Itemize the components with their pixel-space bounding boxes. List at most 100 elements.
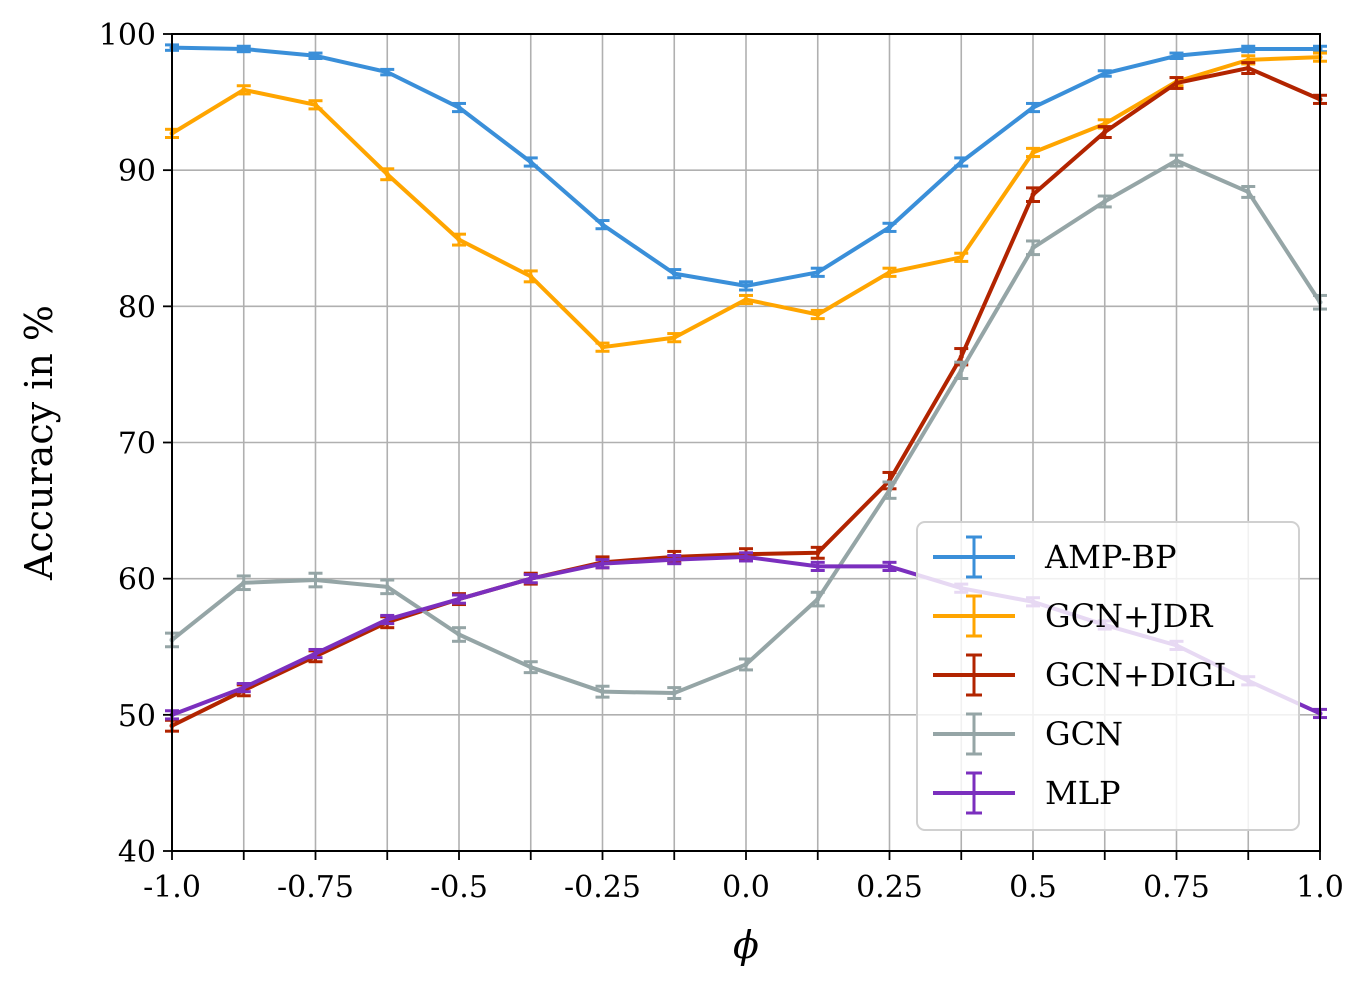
error-bar (1026, 239, 1040, 257)
error-bar (308, 571, 323, 589)
error-bar (1241, 61, 1256, 75)
data-point (241, 46, 247, 52)
error-bar (667, 332, 682, 344)
data-point (743, 297, 749, 303)
data-point (241, 87, 247, 93)
data-point (528, 664, 534, 670)
error-bar (452, 593, 466, 605)
error-bar (308, 647, 323, 660)
error-bar (954, 251, 969, 263)
data-point (528, 159, 534, 165)
legend-label: GCN+DIGL (1045, 656, 1235, 694)
data-point (743, 661, 749, 667)
error-bar (739, 293, 753, 306)
error-bar (882, 480, 897, 500)
x-tick-label: 0.5 (1009, 870, 1057, 905)
data-point (313, 651, 318, 657)
error-bar (595, 558, 610, 570)
data-point (815, 563, 821, 569)
error-bar (523, 269, 538, 284)
data-point (887, 224, 892, 230)
y-tick-label: 50 (118, 699, 156, 734)
legend-label: MLP (1045, 774, 1121, 812)
error-bar (667, 686, 682, 700)
data-point (887, 563, 892, 569)
error-bar (1169, 76, 1184, 90)
data-point (1102, 129, 1108, 135)
data-point (671, 557, 677, 563)
y-tick-label: 80 (118, 290, 156, 325)
data-point (1245, 65, 1251, 71)
error-bar (1097, 125, 1112, 139)
data-point (1030, 105, 1036, 111)
error-bar (380, 613, 395, 626)
error-bar (667, 554, 682, 566)
error-bar (308, 51, 323, 61)
data-point (1102, 70, 1108, 76)
y-tick-label: 100 (99, 18, 156, 53)
legend: AMP-BP GCN+JDR GCN+DIGL GCN MLP (916, 521, 1300, 831)
x-tick-label: 0.0 (722, 870, 770, 905)
legend-item: GCN+JDR (933, 594, 1213, 638)
error-bar (810, 590, 825, 608)
error-bar (452, 232, 466, 247)
error-bar (1026, 186, 1040, 203)
error-bar (1169, 51, 1184, 61)
error-bar (523, 573, 538, 585)
data-point (743, 283, 749, 289)
data-point (384, 69, 390, 75)
data-point (1245, 189, 1251, 195)
data-point (671, 690, 677, 696)
error-bar (882, 221, 897, 233)
data-point (1030, 149, 1036, 155)
error-bar (1241, 185, 1256, 199)
data-point (958, 159, 964, 165)
error-bar (236, 44, 251, 54)
error-bar (236, 84, 251, 96)
x-tick-label: -0.25 (564, 870, 641, 905)
data-point (743, 554, 749, 560)
ticks: -1.0 -0.75 -0.5 -0.25 0.0 0.25 0.5 0.75 1.0 40 50 6… (99, 18, 1344, 905)
legend-item: GCN+DIGL (933, 653, 1235, 697)
y-tick-label: 70 (118, 427, 156, 462)
error-bar (236, 574, 251, 592)
data-point (815, 269, 821, 275)
error-bar (882, 560, 897, 572)
error-bar (308, 99, 323, 111)
error-bar (810, 545, 825, 560)
x-tick-label: 0.75 (1143, 870, 1210, 905)
legend-label: GCN (1045, 715, 1123, 753)
data-point (1245, 46, 1251, 52)
data-point (600, 689, 605, 695)
x-tick-label: -0.5 (430, 870, 488, 905)
data-point (1174, 53, 1179, 59)
error-bar (380, 578, 395, 596)
legend-box (916, 521, 1300, 831)
y-tick-label: 40 (118, 835, 156, 870)
error-bar (739, 280, 753, 292)
data-point (241, 685, 247, 691)
error-bar (810, 560, 825, 572)
error-bar (810, 266, 825, 278)
error-bar (1097, 69, 1112, 78)
error-bar (595, 684, 610, 699)
data-point (456, 631, 462, 637)
error-bar (595, 341, 610, 353)
data-point (600, 222, 605, 228)
error-bar (523, 660, 538, 675)
error-bar (452, 626, 466, 643)
error-bar (739, 551, 753, 563)
error-bar (380, 67, 395, 77)
data-point (1030, 245, 1036, 251)
data-point (815, 550, 821, 556)
error-bar (954, 360, 969, 381)
data-point (671, 271, 677, 277)
data-point (241, 580, 247, 586)
data-point (671, 335, 677, 341)
series-gcn (165, 153, 1327, 700)
error-bar (667, 268, 682, 280)
data-point (1030, 192, 1036, 198)
error-bar (236, 682, 251, 694)
data-point (887, 487, 892, 493)
data-point (528, 273, 534, 279)
